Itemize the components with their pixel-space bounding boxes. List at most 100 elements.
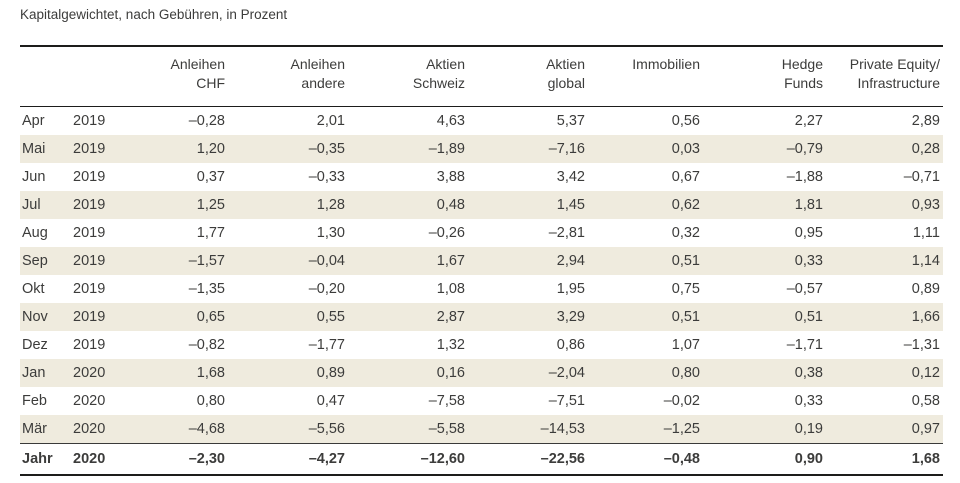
value-cell: –4,27 [308,451,345,467]
value-cell: –2,30 [188,451,225,467]
column-header-line1: Aktien [546,56,585,72]
value-cell: –1,89 [428,141,465,157]
year-cell: 2020 [73,421,106,437]
month-cell: Dez [22,337,48,353]
header-year-spacer [72,46,127,107]
value-cell: –1,35 [188,281,225,297]
month-cell: Okt [22,281,45,297]
value-cell: 1,08 [436,281,465,297]
year-cell: 2020 [73,365,106,381]
month-cell: Jul [22,197,41,213]
column-header: Hedge Funds [703,46,826,107]
table-row: Sep 2019 –1,57 –0,04 1,67 2,94 0,51 0,33… [20,247,943,275]
table-row: Feb 2020 0,80 0,47 –7,58 –7,51 –0,02 0,3… [20,387,943,415]
value-cell: 1,67 [436,253,465,269]
month-cell: Apr [22,113,45,129]
value-cell: 0,03 [671,141,700,157]
value-cell: 1,66 [911,309,940,325]
table-row: Okt 2019 –1,35 –0,20 1,08 1,95 0,75 –0,5… [20,275,943,303]
value-cell: 1,95 [556,281,585,297]
value-cell: 0,51 [671,253,700,269]
value-cell: –0,79 [786,141,823,157]
value-cell: 1,68 [196,365,225,381]
value-cell: 0,89 [316,365,345,381]
column-header-line2: Schweiz [412,75,465,91]
value-cell: 1,28 [316,197,345,213]
value-cell: 0,47 [316,393,345,409]
column-header: Anleihen CHF [127,46,228,107]
year-cell: 2019 [73,309,106,325]
value-cell: 0,16 [436,365,465,381]
column-header: Private Equity/Infrastructure [826,46,943,107]
table-row: Jan 2020 1,68 0,89 0,16 –2,04 0,80 0,38 … [20,359,943,387]
returns-table: Anleihen CHF Anleihen andere Aktien Schweiz… [20,45,943,476]
page-title: Kapitalgewichtet, nach Gebühren, in Proz… [20,7,288,22]
year-cell: 2019 [73,197,106,213]
month-cell: Feb [22,393,47,409]
summary-row: Jahr 2020 –2,30 –4,27 –12,60 –22,56 –0,4… [20,443,943,475]
value-cell: 4,63 [436,113,465,129]
column-header-line1: Private Equity/ [849,56,940,72]
value-cell: –1,77 [308,337,345,353]
month-cell: Sep [22,253,48,269]
value-cell: 0,38 [794,365,823,381]
value-cell: –14,53 [540,421,585,437]
value-cell: 0,58 [911,393,940,409]
column-header-line2: CHF [196,75,225,91]
value-cell: 0,55 [316,309,345,325]
value-cell: 0,62 [671,197,700,213]
value-cell: –0,33 [308,169,345,185]
header-month-spacer [20,46,72,107]
column-header-line2: Funds [784,75,823,91]
value-cell: 1,25 [196,197,225,213]
column-header-line1: Anleihen [290,56,346,72]
column-header-line1: Aktien [426,56,465,72]
value-cell: –2,81 [548,225,585,241]
table-row: Mär 2020 –4,68 –5,56 –5,58 –14,53 –1,25 … [20,415,943,444]
table-row: Dez 2019 –0,82 –1,77 1,32 0,86 1,07 –1,7… [20,331,943,359]
value-cell: 0,90 [794,451,823,467]
value-cell: –0,26 [428,225,465,241]
year-cell: 2020 [73,451,106,467]
year-cell: 2019 [73,169,106,185]
value-cell: 0,48 [436,197,465,213]
month-cell: Jun [22,169,46,185]
value-cell: 1,11 [912,225,940,241]
value-cell: 2,89 [911,113,940,129]
table-row: Mai 2019 1,20 –0,35 –1,89 –7,16 0,03 –0,… [20,135,943,163]
value-cell: 0,65 [196,309,225,325]
value-cell: 0,75 [671,281,700,297]
table-row: Jun 2019 0,37 –0,33 3,88 3,42 0,67 –1,88… [20,163,943,191]
value-cell: –4,68 [188,421,225,437]
year-cell: 2020 [73,393,106,409]
value-cell: 2,01 [316,113,345,129]
column-header: Immobilien [588,46,703,107]
value-cell: –0,04 [308,253,345,269]
value-cell: 1,30 [316,225,345,241]
value-cell: –7,16 [548,141,585,157]
value-cell: 0,28 [911,141,940,157]
year-cell: 2019 [73,337,106,353]
value-cell: 0,80 [196,393,225,409]
value-cell: –0,48 [663,451,700,467]
value-cell: 1,32 [436,337,465,353]
value-cell: 0,51 [794,309,823,325]
value-cell: 0,33 [794,253,823,269]
month-cell: Mär [22,421,47,437]
value-cell: 0,67 [671,169,700,185]
column-header-line1: Anleihen [170,56,226,72]
value-cell: 1,20 [196,141,225,157]
column-header-line2: global [547,75,585,91]
value-cell: –0,02 [663,393,700,409]
value-cell: 1,07 [671,337,700,353]
value-cell: 0,86 [556,337,585,353]
value-cell: 0,32 [671,225,700,241]
column-header-line1: Immobilien [632,56,700,72]
month-cell: Jan [22,365,46,381]
table-row: Nov 2019 0,65 0,55 2,87 3,29 0,51 0,51 1… [20,303,943,331]
table-row: Aug 2019 1,77 1,30 –0,26 –2,81 0,32 0,95… [20,219,943,247]
column-header-line1: Hedge [781,56,823,72]
month-cell: Nov [22,309,48,325]
value-cell: 1,68 [911,451,940,467]
